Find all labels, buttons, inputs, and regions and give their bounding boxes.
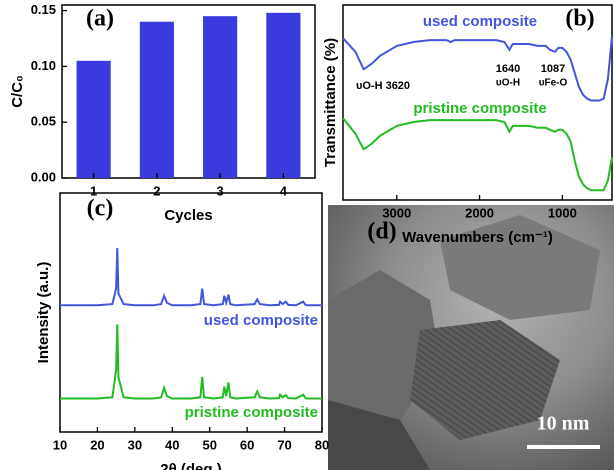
spectrum-line xyxy=(60,324,322,400)
x-tick-label: 50 xyxy=(202,437,216,452)
annotation: used composite xyxy=(423,13,537,30)
plot-frame xyxy=(59,192,323,433)
tem-image: 10 nm (d) xyxy=(328,205,614,470)
x-tick-label: 30 xyxy=(128,437,142,452)
bar xyxy=(266,12,301,179)
y-tick-label: 0.05 xyxy=(31,114,56,129)
panel-label: (d) xyxy=(367,219,396,245)
plot-frame xyxy=(342,4,613,201)
x-tick-label: 20 xyxy=(90,437,104,452)
panel-label: (c) xyxy=(87,196,114,222)
scale-bar-label: 10 nm xyxy=(537,413,590,435)
spectrum-line xyxy=(342,117,613,192)
y-axis-label: Transmittance (%) xyxy=(322,38,339,167)
x-axis-label: Wavenumbers (cm⁻¹) xyxy=(402,229,553,246)
panel-label: (b) xyxy=(565,6,594,32)
x-tick-label: 2000 xyxy=(465,205,494,220)
annotation: pristine composite xyxy=(185,404,318,421)
annotation: υO-H 3620 xyxy=(356,80,410,92)
plot-frame xyxy=(61,4,316,179)
y-tick-label: 0.15 xyxy=(31,2,56,17)
x-tick-label: 2 xyxy=(153,183,160,198)
panel-label: (a) xyxy=(86,6,114,32)
annotation: υO-H xyxy=(496,78,520,89)
lattice-fringes xyxy=(410,320,560,440)
spectrum-line xyxy=(342,36,613,102)
x-tick-label: 4 xyxy=(280,183,288,198)
y-tick-label: 0.00 xyxy=(31,169,56,184)
annotation: used composite xyxy=(204,312,318,329)
particle xyxy=(440,215,600,320)
x-tick-label: 40 xyxy=(165,437,179,452)
annotation: υFe-O xyxy=(539,78,568,89)
particle xyxy=(328,400,430,470)
annotation: 1640 xyxy=(496,63,520,75)
y-axis-label: C/C₀ xyxy=(9,75,26,108)
x-axis-label: Cycles xyxy=(164,207,212,224)
x-tick-label: 1 xyxy=(90,183,97,198)
bar xyxy=(139,21,174,178)
annotation: pristine composite xyxy=(413,100,546,117)
annotation: 1087 xyxy=(541,63,565,75)
spectrum-line xyxy=(60,247,322,307)
x-axis-label: 2θ (deg.) xyxy=(160,461,221,470)
x-tick-label: 3000 xyxy=(382,205,411,220)
y-tick-label: 0.10 xyxy=(31,58,56,73)
x-tick-label: 80 xyxy=(315,437,329,452)
y-axis-label: Intensity (a.u.) xyxy=(35,262,52,364)
bar xyxy=(76,60,111,178)
x-tick-label: 1000 xyxy=(548,205,577,220)
bar xyxy=(203,16,238,179)
x-tick-label: 60 xyxy=(240,437,254,452)
x-tick-label: 70 xyxy=(277,437,291,452)
x-tick-label: 3 xyxy=(217,183,224,198)
x-tick-label: 10 xyxy=(53,437,67,452)
